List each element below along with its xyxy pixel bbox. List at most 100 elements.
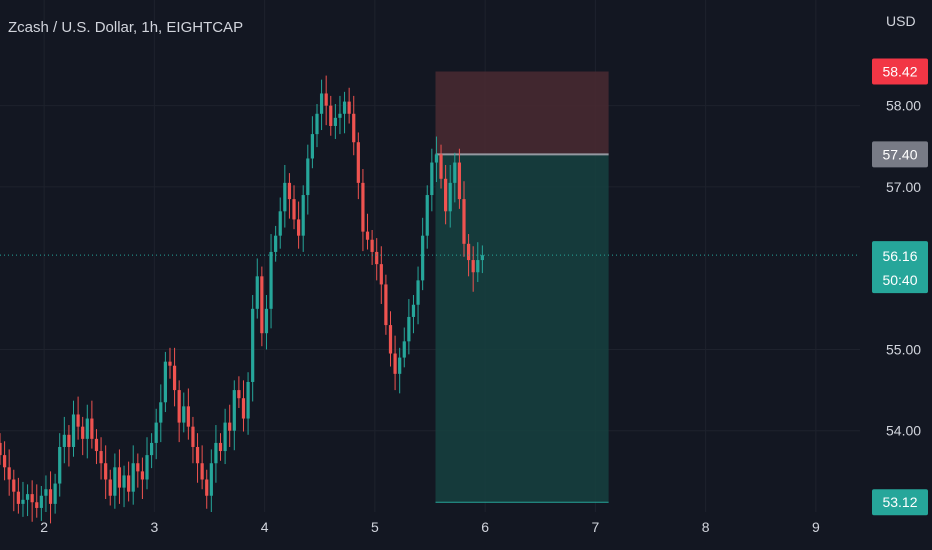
x-tick-label: 8 [702,519,710,535]
candle-body [278,211,282,236]
candle [140,457,145,499]
candle [398,347,402,394]
stop-loss-zone[interactable] [435,71,609,155]
candle [177,380,181,443]
candle [228,404,232,447]
candle [241,380,246,432]
candle [393,335,397,391]
candle [453,152,457,203]
position-zones[interactable] [435,71,609,503]
current-price-tag: 56.16 [882,248,917,264]
candle [278,197,282,249]
price-tags: 58.42 57.40 56.16 50:40 53.12 [872,58,928,516]
candle-body [209,463,213,496]
candle [430,148,434,212]
candle-body [25,494,30,500]
y-tick-label: 55.00 [886,341,921,357]
candle-body [195,446,200,464]
x-axis[interactable]: 2 3 4 5 6 7 8 9 [40,519,820,535]
candle-body [255,276,259,309]
candle-body [2,455,7,468]
take-profit-zone[interactable] [435,154,609,503]
candle-body [39,495,43,508]
candle [71,400,76,457]
candle [264,295,269,350]
candle-body [384,284,388,326]
candle-body [159,402,163,423]
candle [25,484,30,517]
candle [200,445,204,490]
candle-body [90,418,94,439]
candle [287,173,292,219]
candle-body [297,219,301,236]
y-tick-label: 58.00 [886,98,921,114]
candle [338,95,342,135]
candle [168,347,172,379]
candle-body [283,182,287,212]
candle-body [434,154,439,163]
candle [127,461,131,502]
current-price-tag-bg [872,241,928,294]
candle [476,242,480,283]
candle [356,132,360,200]
candle-body [315,113,319,135]
candle [62,416,66,464]
x-tick-label: 3 [150,519,158,535]
candle [113,453,117,509]
candle-body [471,260,475,273]
candle [361,169,365,252]
candle [421,217,425,291]
candle [425,185,429,249]
candle [402,327,406,368]
candle-body [149,442,154,456]
candle [301,185,305,252]
candle [251,295,255,402]
candle [39,485,43,521]
candle [370,229,374,265]
candle-body [402,341,406,358]
candle-body [104,463,108,480]
candle-body [480,255,484,261]
candle-body [448,182,452,212]
candle [315,104,319,148]
candle-body [232,390,236,431]
candle-body [370,239,374,252]
candle [163,351,167,413]
candle [246,372,250,435]
candle-body [85,418,89,439]
candle-body [356,142,360,183]
x-tick-label: 2 [40,519,48,535]
candle-body [319,93,324,114]
candle [324,75,328,126]
candle-body [21,499,25,504]
entry-price-tag-bg [872,141,928,168]
candle-body [361,182,365,232]
candle [457,148,462,209]
candle-body [264,308,269,334]
candle [297,201,301,249]
candle [416,266,420,325]
candle [480,245,484,274]
candle [319,79,324,131]
candle-body [274,235,278,252]
candle [388,311,393,367]
target-price-tag: 53.12 [882,494,917,510]
candle [237,376,241,408]
candle-body [388,325,393,354]
candle [342,91,347,134]
entry-price-tag: 57.40 [882,146,917,162]
candle [283,164,287,228]
candle-body [324,93,328,106]
candle-body [108,479,112,496]
candle-body [81,426,85,439]
y-axis[interactable]: 54.00 55.00 57.00 58.00 [886,98,921,439]
candle-body [168,361,172,366]
candle-body [117,467,122,488]
candle [12,469,16,512]
candle [407,299,411,355]
candle [117,449,122,504]
candles [0,75,484,524]
candle [411,295,416,334]
